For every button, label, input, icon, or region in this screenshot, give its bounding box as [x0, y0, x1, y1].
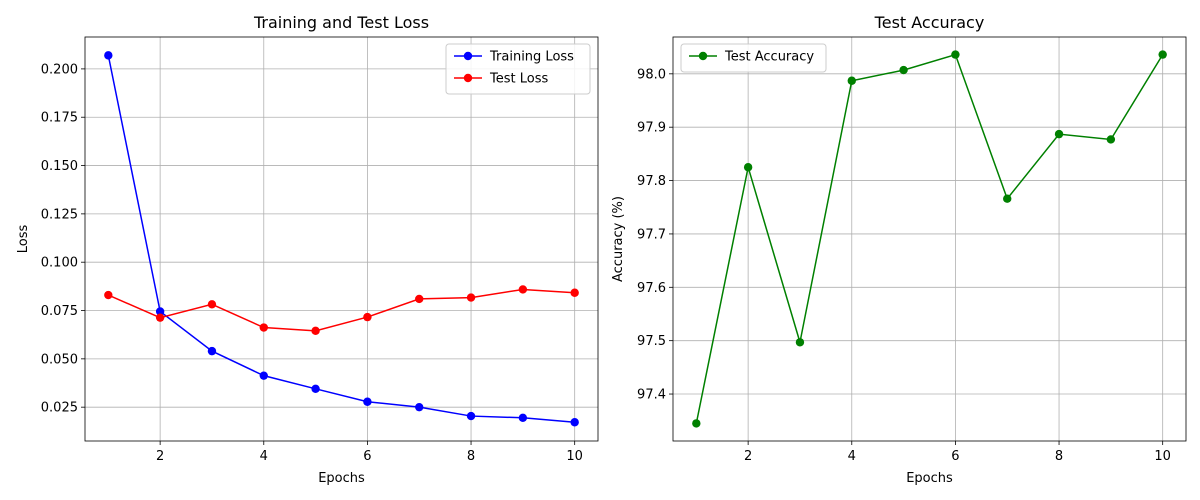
data-point	[466, 293, 476, 302]
data-point	[951, 50, 960, 59]
data-point	[743, 163, 753, 172]
data-point	[1054, 129, 1064, 139]
y-axis-label: Loss	[16, 225, 31, 254]
x-tick-label: 6	[363, 449, 371, 464]
data-point	[518, 285, 528, 294]
data-point	[363, 397, 372, 406]
y-tick-label: 0.025	[41, 401, 78, 416]
data-point	[518, 413, 528, 423]
y-axis-label: Accuracy (%)	[611, 196, 626, 282]
y-tick-label: 0.125	[41, 207, 78, 222]
x-tick-label: 8	[467, 449, 475, 464]
data-point	[259, 323, 268, 332]
data-point	[795, 338, 805, 347]
series-line-1	[695, 53, 1164, 424]
x-tick-label: 2	[744, 449, 752, 464]
plot-frame	[672, 36, 1187, 442]
legend-label: Test Accuracy	[724, 50, 814, 65]
legend-marker	[698, 51, 708, 61]
y-tick-label: 97.6	[637, 281, 666, 296]
x-tick-label: 4	[260, 449, 268, 464]
legend: Test Accuracy	[680, 43, 827, 73]
chart-2: 2 4 6 8 10 97.4 97.5 97.6 97.7 97.8 97.9 98.0 Test A…	[611, 13, 1187, 486]
data-point	[570, 418, 579, 427]
legend-marker	[463, 73, 473, 83]
x-tick-label: 6	[951, 449, 959, 464]
data-point	[104, 51, 113, 60]
data-point	[847, 76, 856, 85]
x-axis-label: Epochs	[318, 471, 365, 486]
plot-frame	[84, 36, 599, 442]
data-point	[311, 326, 320, 336]
x-tick-label: 10	[1154, 449, 1171, 464]
series-line-2	[108, 288, 575, 332]
data-point	[1003, 194, 1012, 203]
series-line-1	[107, 55, 575, 423]
chart-title: Training and Test Loss	[253, 13, 429, 32]
y-tick-label: 0.150	[41, 159, 78, 174]
data-point	[207, 346, 217, 356]
data-point	[259, 371, 268, 380]
y-tick-label: 97.9	[637, 121, 666, 136]
y-tick-label: 0.175	[41, 111, 78, 126]
y-tick-label: 98.0	[637, 67, 666, 82]
y-tick-label: 97.7	[637, 227, 666, 242]
x-tick-label: 4	[848, 449, 856, 464]
data-point	[899, 65, 908, 75]
legend-marker	[463, 51, 473, 61]
data-point	[692, 419, 701, 428]
data-point	[155, 313, 165, 322]
data-point	[363, 312, 372, 322]
data-point	[466, 411, 476, 421]
y-tick-label: 97.4	[637, 388, 666, 403]
chart-1: 2 4 6 8 10 0.025 0.050 0.075 0.100 0.125 0.150 0.17…	[16, 13, 599, 486]
y-tick-label: 0.075	[41, 304, 78, 319]
legend-label: Training Loss	[489, 50, 574, 65]
y-tick-label: 97.8	[637, 174, 666, 189]
data-point	[1158, 50, 1167, 59]
data-point	[104, 290, 113, 300]
x-tick-label: 8	[1055, 449, 1063, 464]
y-tick-label: 0.100	[41, 256, 78, 271]
legend-label: Test Loss	[489, 72, 548, 87]
data-point	[570, 288, 579, 297]
legend: Training Loss Test Loss	[445, 43, 591, 95]
data-point	[415, 402, 424, 412]
data-point	[155, 307, 165, 316]
x-axis-label: Epochs	[906, 471, 953, 486]
data-point	[1106, 135, 1116, 144]
data-point	[311, 384, 320, 394]
legend-box	[680, 43, 827, 73]
data-point	[415, 294, 424, 304]
data-point	[207, 300, 217, 309]
y-tick-label: 97.5	[637, 334, 666, 349]
x-tick-label: 10	[566, 449, 583, 464]
y-tick-label: 0.200	[41, 62, 78, 77]
chart-title: Test Accuracy	[874, 13, 985, 32]
y-tick-label: 0.050	[41, 352, 78, 367]
x-tick-label: 2	[156, 449, 164, 464]
